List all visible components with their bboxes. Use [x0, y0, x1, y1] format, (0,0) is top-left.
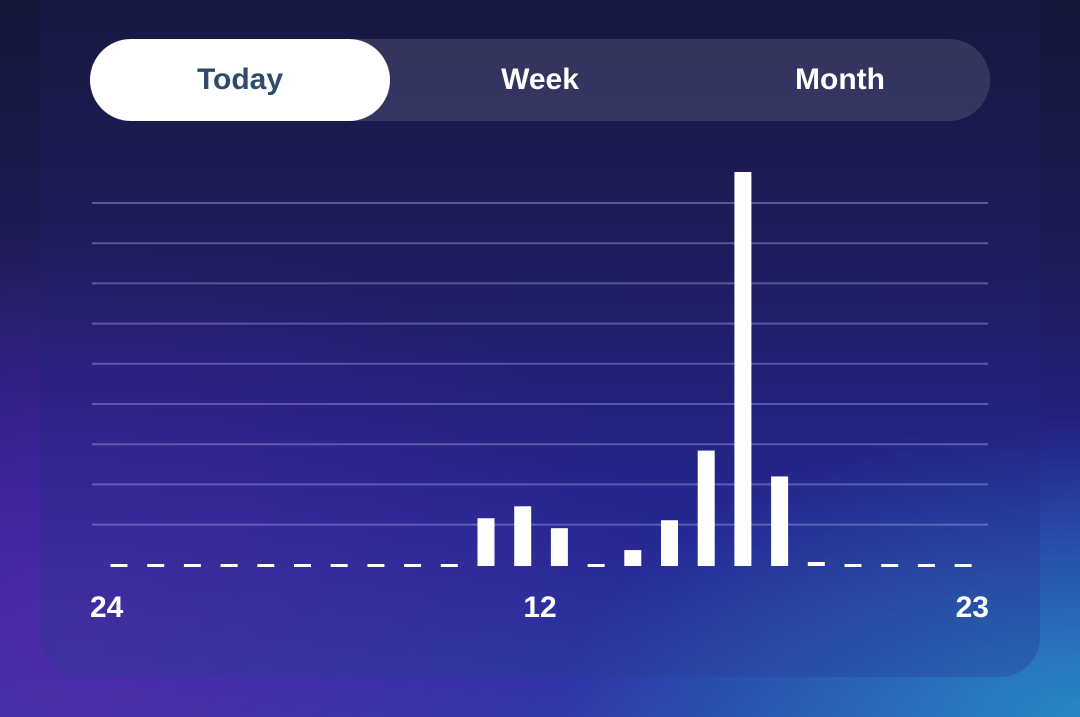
bar-empty-marker: [367, 564, 385, 567]
bar-hour-15: [661, 520, 678, 566]
bar-hour-14: [624, 550, 642, 566]
bar-empty-marker: [220, 564, 238, 567]
bar-empty-marker: [881, 564, 899, 567]
bar-hour-19: [807, 562, 825, 566]
tab-week[interactable]: Week: [501, 63, 579, 96]
bar-empty-marker: [587, 564, 605, 567]
chart-gridlines: [92, 202, 988, 526]
tab-today[interactable]: Today: [90, 39, 390, 121]
bar-hour-17: [734, 171, 752, 567]
bar-hour-18: [771, 476, 789, 566]
bar-empty-marker: [110, 564, 128, 567]
bar-empty-marker: [440, 564, 458, 567]
bar-empty-marker: [147, 564, 165, 567]
bar-empty-marker: [917, 564, 935, 567]
bar-empty-marker: [404, 564, 422, 567]
chart-bars: [110, 171, 972, 567]
tab-month[interactable]: Month: [795, 63, 885, 96]
bar-hour-10: [477, 518, 495, 566]
bar-empty-marker: [844, 564, 862, 567]
bar-empty-marker: [954, 564, 972, 567]
x-tick-label-middle: 12: [523, 591, 556, 624]
bar-empty-marker: [330, 564, 348, 567]
bar-hour-12: [550, 528, 568, 566]
bar-empty-marker: [183, 564, 201, 567]
time-range-segmented-control: Today Week Month: [90, 39, 990, 121]
bar-hour-11: [514, 506, 532, 566]
bar-hour-16: [697, 450, 715, 566]
x-tick-label-start: 24: [90, 591, 124, 624]
bar-empty-marker: [294, 564, 311, 567]
x-tick-label-end: 23: [956, 591, 989, 624]
bar-empty-marker: [257, 564, 275, 567]
